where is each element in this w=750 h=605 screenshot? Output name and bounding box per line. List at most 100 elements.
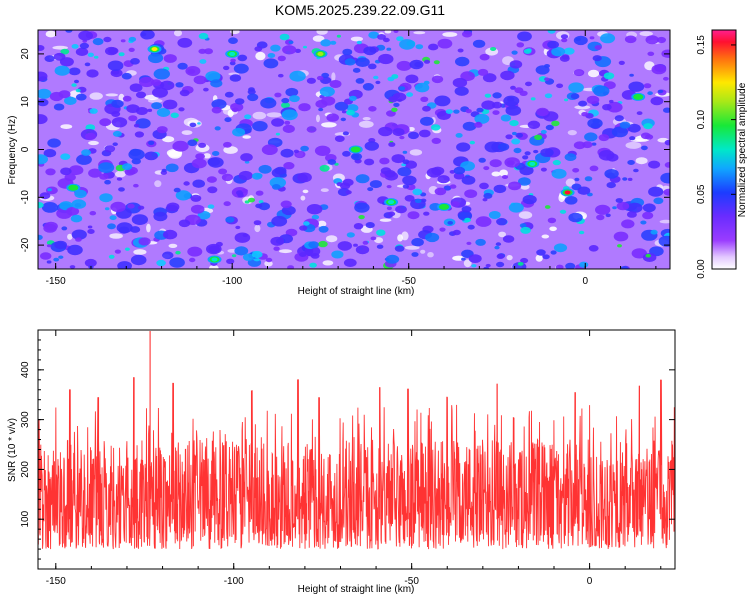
heatmap-cell [387, 76, 395, 82]
heatmap-cell [650, 229, 658, 235]
heatmap-cell [270, 44, 281, 52]
heatmap-cell [651, 64, 667, 75]
heatmap-cell [437, 38, 453, 49]
heatmap-peak [352, 147, 359, 152]
heatmap-cell [466, 241, 472, 245]
heatmap-cell [177, 62, 188, 70]
heatmap-cell [540, 167, 547, 172]
heatmap-cell [495, 242, 502, 246]
heatmap-cell [534, 134, 543, 140]
heatmap-cell [574, 177, 580, 182]
heatmap-cell [434, 95, 451, 107]
heatmap-cell [396, 60, 412, 71]
heatmap-low-cell [401, 231, 409, 241]
heatmap-cell [582, 141, 593, 149]
heatmap-cell [561, 54, 570, 60]
heatmap-cell [479, 182, 489, 190]
heatmap-cell [111, 117, 128, 128]
heatmap-cell [420, 96, 429, 103]
heatmap-cell [373, 75, 379, 80]
heatmap-cell [337, 241, 352, 251]
heatmap-cell [319, 164, 330, 172]
heatmap-cell [564, 196, 578, 205]
heatmap-cell [633, 168, 639, 173]
heatmap-cell [611, 126, 629, 138]
heatmap-cell [453, 172, 465, 180]
heatmap-cell [376, 244, 384, 249]
heatmap-cell [573, 69, 585, 77]
heatmap-cell [627, 177, 633, 181]
heatmap-cell [342, 131, 349, 136]
heatmap-x-tick-label: -150 [46, 276, 66, 287]
heatmap-cell [563, 47, 575, 55]
heatmap-cell [422, 105, 431, 112]
heatmap-cell [365, 222, 375, 229]
heatmap-cell [135, 91, 147, 99]
heatmap-low-cell [266, 112, 282, 118]
heatmap-cell [477, 68, 489, 76]
heatmap-cell [452, 229, 461, 236]
heatmap-cell [303, 221, 310, 226]
heatmap-cell [140, 32, 147, 37]
heatmap-cell [482, 198, 488, 202]
heatmap-cell [156, 126, 168, 134]
heatmap-cell [68, 67, 81, 76]
heatmap-low-cell [146, 223, 151, 233]
heatmap-low-cell [302, 189, 309, 194]
heatmap-cell [114, 249, 121, 254]
heatmap-cell [211, 99, 227, 110]
heatmap-cell [368, 63, 377, 70]
heatmap-cell [198, 48, 207, 54]
heatmap-cell [104, 179, 111, 185]
heatmap-cell [206, 243, 222, 255]
heatmap-low-cell [316, 114, 320, 123]
heatmap-cell [251, 250, 263, 259]
heatmap-cell [88, 168, 102, 178]
heatmap-cell [376, 229, 386, 236]
heatmap-cell [346, 232, 355, 238]
heatmap-cell [214, 126, 221, 131]
heatmap-cell [282, 45, 297, 55]
snr-y-tick-label: 100 [20, 510, 31, 527]
heatmap-cell [592, 55, 602, 62]
heatmap-cell [391, 154, 406, 164]
heatmap-cell [402, 175, 417, 186]
heatmap-cell [195, 153, 206, 160]
heatmap-cell [163, 229, 178, 240]
heatmap-cell [465, 109, 472, 114]
heatmap-cell [462, 121, 477, 131]
heatmap-cell [402, 184, 410, 189]
heatmap-cell [130, 226, 141, 233]
heatmap-cell [70, 214, 83, 223]
heatmap-cell [255, 203, 263, 209]
heatmap-cell [93, 55, 99, 59]
heatmap-cell [523, 48, 532, 54]
heatmap-low-cell [52, 45, 68, 50]
heatmap-low-cell [358, 120, 374, 128]
heatmap-cell [507, 181, 522, 191]
heatmap-cell [107, 47, 119, 55]
heatmap-cell [474, 122, 483, 128]
heatmap-cell [285, 87, 299, 97]
heatmap-cell [110, 69, 123, 78]
heatmap-cell [334, 135, 345, 142]
heatmap-cell [198, 142, 207, 148]
heatmap-cell [555, 264, 564, 269]
heatmap-cell [41, 202, 59, 213]
heatmap-cell [379, 157, 390, 165]
heatmap-cell [572, 168, 580, 173]
heatmap-cell [293, 149, 300, 154]
heatmap-cell [193, 75, 207, 85]
heatmap-low-cell [316, 30, 328, 35]
heatmap-cell [414, 82, 430, 93]
heatmap-cell [640, 220, 647, 225]
heatmap-cell [457, 48, 464, 53]
heatmap-cell [420, 116, 434, 126]
heatmap-cell [344, 58, 356, 66]
heatmap-cell [461, 175, 476, 185]
heatmap-cell [377, 34, 386, 40]
heatmap-cell [282, 124, 295, 133]
heatmap-cell [230, 58, 236, 63]
heatmap-cell [642, 211, 654, 220]
heatmap-cell [423, 211, 430, 216]
